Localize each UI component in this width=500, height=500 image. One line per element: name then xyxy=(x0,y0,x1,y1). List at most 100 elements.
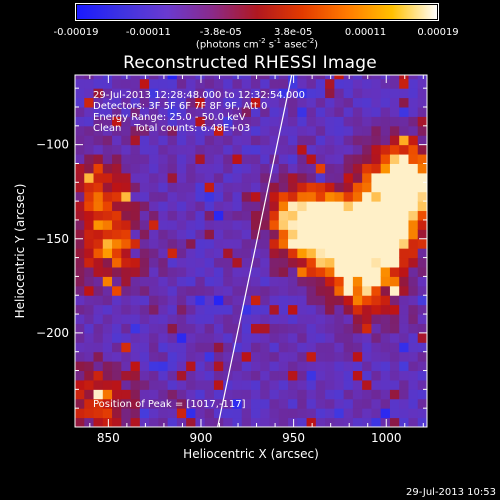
heatmap-cell xyxy=(223,172,233,183)
heatmap-cell xyxy=(121,295,132,306)
heatmap-cell xyxy=(158,408,169,419)
heatmap-cell xyxy=(297,342,308,353)
heatmap-cell xyxy=(112,219,122,230)
heatmap-cell xyxy=(260,116,271,127)
heatmap-cell xyxy=(176,125,187,136)
heatmap-cell xyxy=(121,144,132,155)
heatmap-cell xyxy=(75,219,85,230)
heatmap-cell xyxy=(334,257,345,268)
heatmap-cell xyxy=(408,398,419,409)
heatmap-cell xyxy=(102,408,113,419)
heatmap-cell xyxy=(389,257,400,268)
heatmap-cell xyxy=(223,408,233,419)
heatmap-cell xyxy=(186,398,196,409)
heatmap-cell xyxy=(223,295,233,306)
heatmap-cell xyxy=(389,408,400,419)
heatmap-cell xyxy=(176,379,187,390)
heatmap-cell xyxy=(315,107,326,117)
heatmap-cell xyxy=(251,389,261,400)
heatmap-cell xyxy=(297,229,308,240)
heatmap-cell xyxy=(232,182,243,193)
heatmap-cell xyxy=(195,201,206,212)
heatmap-cell xyxy=(139,417,150,427)
heatmap-cell xyxy=(260,267,271,277)
heatmap-cell xyxy=(288,276,298,287)
heatmap-cell xyxy=(315,248,326,259)
heatmap-cell xyxy=(362,210,372,221)
heatmap-cell xyxy=(223,97,233,108)
heatmap-cell xyxy=(380,285,391,296)
heatmap-cell xyxy=(241,323,252,334)
heatmap-cell xyxy=(158,182,169,193)
heatmap-cell xyxy=(93,267,104,277)
heatmap-cell xyxy=(75,238,85,249)
heatmap-cell xyxy=(417,78,427,89)
heatmap-cell xyxy=(325,154,335,164)
heatmap-cell xyxy=(149,370,159,381)
heatmap-cell xyxy=(176,351,187,362)
heatmap-cell xyxy=(352,78,363,89)
heatmap-cell xyxy=(260,191,271,202)
heatmap-cell xyxy=(139,201,150,212)
heatmap-cell xyxy=(84,172,95,183)
heatmap-cell xyxy=(130,323,141,334)
heatmap-cell xyxy=(186,163,196,174)
heatmap-cell xyxy=(84,75,95,80)
heatmap-cell xyxy=(93,370,104,381)
heatmap-cell xyxy=(149,314,159,324)
heatmap-cell xyxy=(241,314,252,324)
heatmap-cell xyxy=(315,182,326,193)
heatmap-cell xyxy=(371,248,382,259)
heatmap-cell xyxy=(241,304,252,315)
heatmap-cell xyxy=(139,219,150,230)
heatmap-cell xyxy=(362,201,372,212)
heatmap-cell xyxy=(195,389,206,400)
heatmap-cell xyxy=(334,238,345,249)
heatmap-cell xyxy=(343,351,354,362)
heatmap-cell xyxy=(417,417,427,427)
heatmap-cell xyxy=(84,78,95,89)
heatmap-cell xyxy=(260,361,271,372)
heatmap-cell xyxy=(297,304,308,315)
heatmap-cell xyxy=(213,257,224,268)
heatmap-cell xyxy=(343,257,354,268)
heatmap-cell xyxy=(139,135,150,146)
heatmap-cell xyxy=(186,370,196,381)
heatmap-cell xyxy=(380,408,391,419)
heatmap-cell xyxy=(288,267,298,277)
heatmap-cell xyxy=(380,389,391,400)
heatmap-cell xyxy=(251,191,261,202)
heatmap-cell xyxy=(408,304,419,315)
heatmap-cell xyxy=(232,172,243,183)
heatmap-cell xyxy=(204,78,215,89)
heatmap-cell xyxy=(176,295,187,306)
heatmap-cell xyxy=(195,276,206,287)
heatmap-cell xyxy=(371,219,382,230)
heatmap-cell xyxy=(213,97,224,108)
heatmap-cell xyxy=(306,351,317,362)
heatmap-cell xyxy=(204,351,215,362)
heatmap-cell xyxy=(121,323,132,334)
heatmap-cell xyxy=(112,408,122,419)
heatmap-cell xyxy=(149,116,159,127)
heatmap-cell xyxy=(334,75,345,80)
heatmap-cell xyxy=(130,351,141,362)
heatmap-cell xyxy=(408,88,419,99)
heatmap-cell xyxy=(399,295,409,306)
heatmap-cell xyxy=(352,370,363,381)
heatmap-cell xyxy=(223,116,233,127)
heatmap-cell xyxy=(232,267,243,277)
heatmap-cell xyxy=(241,370,252,381)
heatmap-cell xyxy=(102,323,113,334)
heatmap-cell xyxy=(139,295,150,306)
heatmap-cell xyxy=(371,285,382,296)
heatmap-cell xyxy=(195,285,206,296)
heatmap-cell xyxy=(121,342,132,353)
heatmap-cell xyxy=(408,154,419,164)
heatmap-cell xyxy=(315,389,326,400)
heatmap-cell xyxy=(102,370,113,381)
heatmap-cell xyxy=(75,257,85,268)
heatmap-cell xyxy=(158,135,169,146)
heatmap-cell xyxy=(306,210,317,221)
heatmap-cell xyxy=(241,379,252,390)
